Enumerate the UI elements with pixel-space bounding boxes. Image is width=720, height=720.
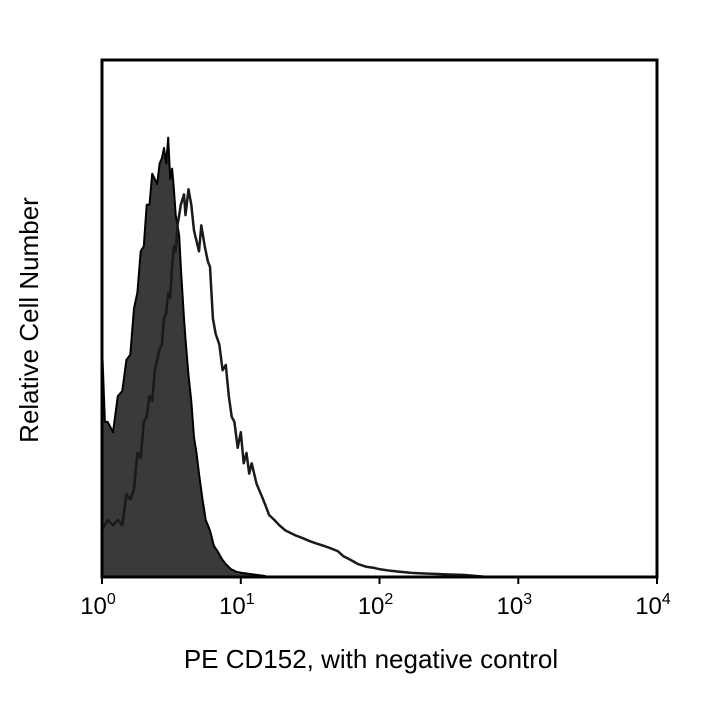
- series-layer: [100, 136, 489, 579]
- x-tick-layer: 100 101 102 103 104: [80, 577, 671, 620]
- x-tick-label: 102: [358, 591, 394, 620]
- x-axis-label: PE CD152, with negative control: [184, 644, 558, 674]
- x-tick-label: 104: [635, 591, 671, 620]
- x-tick-label: 100: [80, 591, 116, 620]
- outline-histogram-series: [100, 188, 489, 579]
- filled-histogram-series: [101, 136, 267, 578]
- x-tick-label: 103: [496, 591, 532, 620]
- y-axis-label: Relative Cell Number: [14, 197, 44, 443]
- x-tick-label: 101: [219, 591, 255, 620]
